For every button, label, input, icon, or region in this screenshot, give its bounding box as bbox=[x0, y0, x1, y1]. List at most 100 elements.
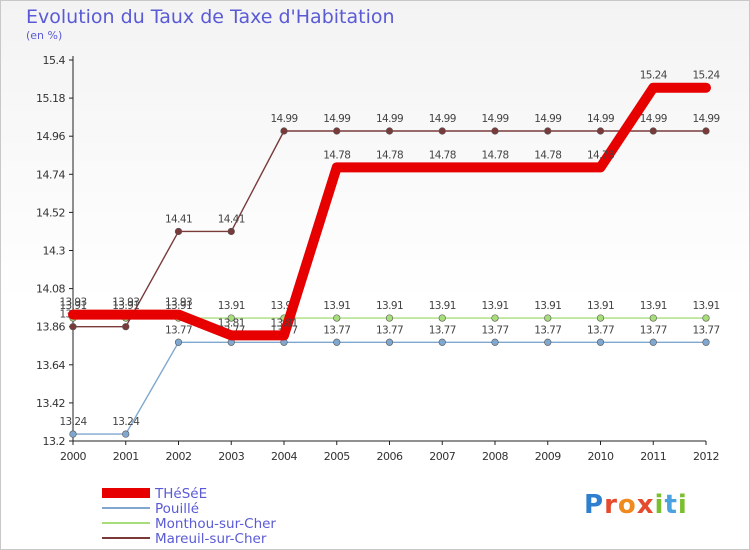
data-point bbox=[122, 323, 130, 331]
data-label: 14.99 bbox=[692, 113, 719, 125]
data-point bbox=[122, 430, 130, 438]
data-label: 13.81 bbox=[218, 317, 245, 329]
y-tick-label: 13.86 bbox=[36, 321, 65, 334]
data-point bbox=[385, 163, 394, 172]
data-label: 13.93 bbox=[165, 297, 192, 309]
x-tick-label: 2008 bbox=[482, 450, 508, 463]
legend-label: Monthou-sur-Cher bbox=[155, 516, 276, 532]
y-tick-label: 14.3 bbox=[43, 245, 66, 258]
logo-letter: o bbox=[617, 490, 637, 520]
data-label: 14.99 bbox=[376, 113, 403, 125]
data-label: 13.91 bbox=[323, 300, 350, 312]
x-tick-label: 2010 bbox=[588, 450, 614, 463]
x-tick-label: 2002 bbox=[166, 450, 192, 463]
data-point bbox=[491, 338, 499, 346]
y-tick-label: 15.18 bbox=[36, 92, 65, 105]
data-label: 14.99 bbox=[429, 113, 456, 125]
logo-letter: P bbox=[584, 490, 605, 520]
x-tick-label: 2000 bbox=[60, 450, 86, 463]
data-label: 13.77 bbox=[481, 324, 508, 336]
data-point bbox=[649, 338, 657, 346]
data-label: 13.91 bbox=[587, 300, 614, 312]
data-label: 13.77 bbox=[376, 324, 403, 336]
data-point bbox=[174, 338, 183, 346]
data-label: 14.78 bbox=[481, 149, 508, 161]
logo-letter: r bbox=[604, 490, 618, 520]
x-tick-label: 2011 bbox=[640, 450, 666, 463]
x-tick-label: 2012 bbox=[693, 450, 719, 463]
data-label: 13.91 bbox=[429, 300, 456, 312]
data-point bbox=[491, 127, 499, 135]
chart-unit: (en %) bbox=[26, 29, 63, 42]
data-label: 14.99 bbox=[270, 113, 297, 125]
data-label: 13.91 bbox=[534, 300, 561, 312]
data-point bbox=[69, 310, 77, 319]
data-point bbox=[491, 163, 499, 172]
data-point bbox=[543, 163, 552, 172]
data-point bbox=[438, 127, 446, 135]
data-point bbox=[333, 314, 341, 322]
data-point bbox=[702, 314, 710, 322]
series-0: 13.93 13.93 13.93 13.81 13.81 14.78 14.78 14.78… bbox=[59, 70, 721, 341]
x-tick-label: 2006 bbox=[377, 450, 403, 463]
data-point bbox=[385, 314, 394, 322]
data-point bbox=[227, 331, 236, 340]
data-point bbox=[596, 314, 605, 322]
data-point bbox=[333, 338, 341, 346]
data-label: 14.78 bbox=[534, 149, 561, 161]
data-label: 13.77 bbox=[323, 324, 350, 336]
data-label: 13.77 bbox=[165, 324, 192, 336]
data-label: 14.99 bbox=[640, 113, 667, 125]
data-label: 13.77 bbox=[692, 324, 719, 336]
legend: THéSéEPouilléMonthou-sur-CherMareuil-sur… bbox=[102, 486, 276, 547]
data-point bbox=[280, 127, 288, 135]
data-label: 13.77 bbox=[429, 324, 456, 336]
data-label: 13.93 bbox=[112, 297, 139, 309]
y-tick-label: 14.52 bbox=[36, 206, 65, 219]
data-label: 15.24 bbox=[692, 70, 720, 82]
data-point bbox=[121, 310, 130, 319]
y-tick-label: 15.4 bbox=[43, 54, 66, 67]
x-tick-label: 2001 bbox=[113, 450, 139, 463]
brand-logo: Proxiti bbox=[584, 490, 688, 520]
data-label: 13.77 bbox=[587, 324, 614, 336]
data-point bbox=[596, 338, 605, 346]
data-label: 13.24 bbox=[59, 416, 87, 428]
logo-letter: i bbox=[677, 490, 688, 520]
data-point bbox=[544, 314, 552, 322]
data-label: 14.99 bbox=[534, 113, 561, 125]
data-label: 14.41 bbox=[218, 213, 245, 225]
data-label: 14.78 bbox=[376, 149, 403, 161]
data-point bbox=[227, 227, 235, 236]
data-point bbox=[491, 314, 499, 322]
data-point bbox=[385, 127, 394, 135]
x-tick-label: 2007 bbox=[429, 450, 455, 463]
series-3: 13.8613.8614.4114.4114.9914.9914.9914.99… bbox=[59, 113, 720, 331]
data-point bbox=[280, 331, 288, 340]
y-tick-label: 13.2 bbox=[43, 435, 66, 448]
y-tick-label: 14.96 bbox=[36, 130, 65, 143]
data-point bbox=[596, 163, 605, 172]
data-label: 14.99 bbox=[587, 113, 614, 125]
data-point bbox=[69, 430, 77, 438]
data-point bbox=[649, 314, 657, 322]
data-label: 13.24 bbox=[112, 416, 140, 428]
data-label: 13.91 bbox=[376, 300, 403, 312]
data-point bbox=[438, 163, 447, 172]
data-point bbox=[333, 127, 341, 135]
data-label: 13.77 bbox=[534, 324, 561, 336]
data-point bbox=[649, 83, 658, 92]
data-label: 13.91 bbox=[59, 300, 86, 312]
data-point bbox=[649, 127, 657, 135]
data-label: 13.81 bbox=[270, 317, 297, 329]
logo-letter: t bbox=[664, 490, 678, 520]
x-tick-label: 2004 bbox=[271, 450, 297, 463]
legend-label: THéSéE bbox=[154, 486, 207, 502]
data-point bbox=[702, 127, 710, 135]
data-label: 14.99 bbox=[481, 113, 508, 125]
data-point bbox=[544, 338, 552, 346]
data-label: 14.99 bbox=[323, 113, 350, 125]
y-tick-label: 13.42 bbox=[36, 397, 65, 410]
data-label: 13.91 bbox=[218, 300, 245, 312]
